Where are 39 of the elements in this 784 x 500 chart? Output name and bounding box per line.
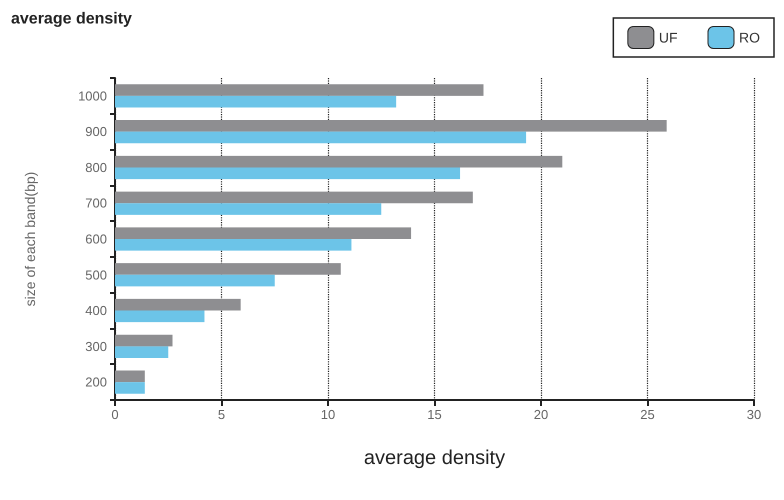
- bar: [115, 263, 341, 275]
- bar: [115, 132, 526, 144]
- bar: [115, 382, 145, 394]
- x-tick-label: 20: [534, 407, 548, 422]
- bar: [115, 96, 396, 108]
- bar: [115, 239, 352, 251]
- x-tick-label: 25: [640, 407, 655, 422]
- bar: [115, 84, 484, 96]
- bar: [115, 310, 204, 322]
- legend-label: UF: [658, 30, 678, 46]
- y-tick-label: 700: [85, 196, 107, 211]
- y-tick-label: 900: [85, 124, 107, 140]
- y-tick-label: 400: [85, 303, 107, 318]
- chart-title: average density: [11, 10, 132, 28]
- x-tick-label: 5: [218, 407, 226, 422]
- legend-label: RO: [739, 30, 760, 46]
- bar: [115, 167, 460, 180]
- y-tick-label: 1000: [78, 88, 107, 104]
- bar: [115, 370, 145, 382]
- y-axis-title: size of each band(bp): [22, 172, 38, 306]
- x-axis-title: average density: [364, 447, 506, 469]
- bar: [115, 203, 382, 215]
- y-tick-label: 600: [85, 232, 107, 246]
- x-tick-label: 0: [111, 407, 119, 422]
- x-tick-label: 10: [320, 407, 336, 422]
- y-tick-label: 200: [85, 374, 107, 390]
- y-tick-label: 300: [85, 338, 107, 354]
- bar: [115, 274, 275, 286]
- bar: [115, 346, 168, 358]
- x-tick-label: 15: [427, 407, 442, 422]
- bar: [115, 334, 173, 346]
- bar: [115, 298, 241, 311]
- bar: [115, 227, 412, 239]
- bar: [115, 156, 562, 168]
- y-tick-label: 800: [85, 160, 107, 175]
- bar: [115, 120, 667, 132]
- x-tick-label: 30: [746, 407, 762, 422]
- bar: [115, 192, 473, 204]
- y-tick-label: 500: [85, 267, 107, 282]
